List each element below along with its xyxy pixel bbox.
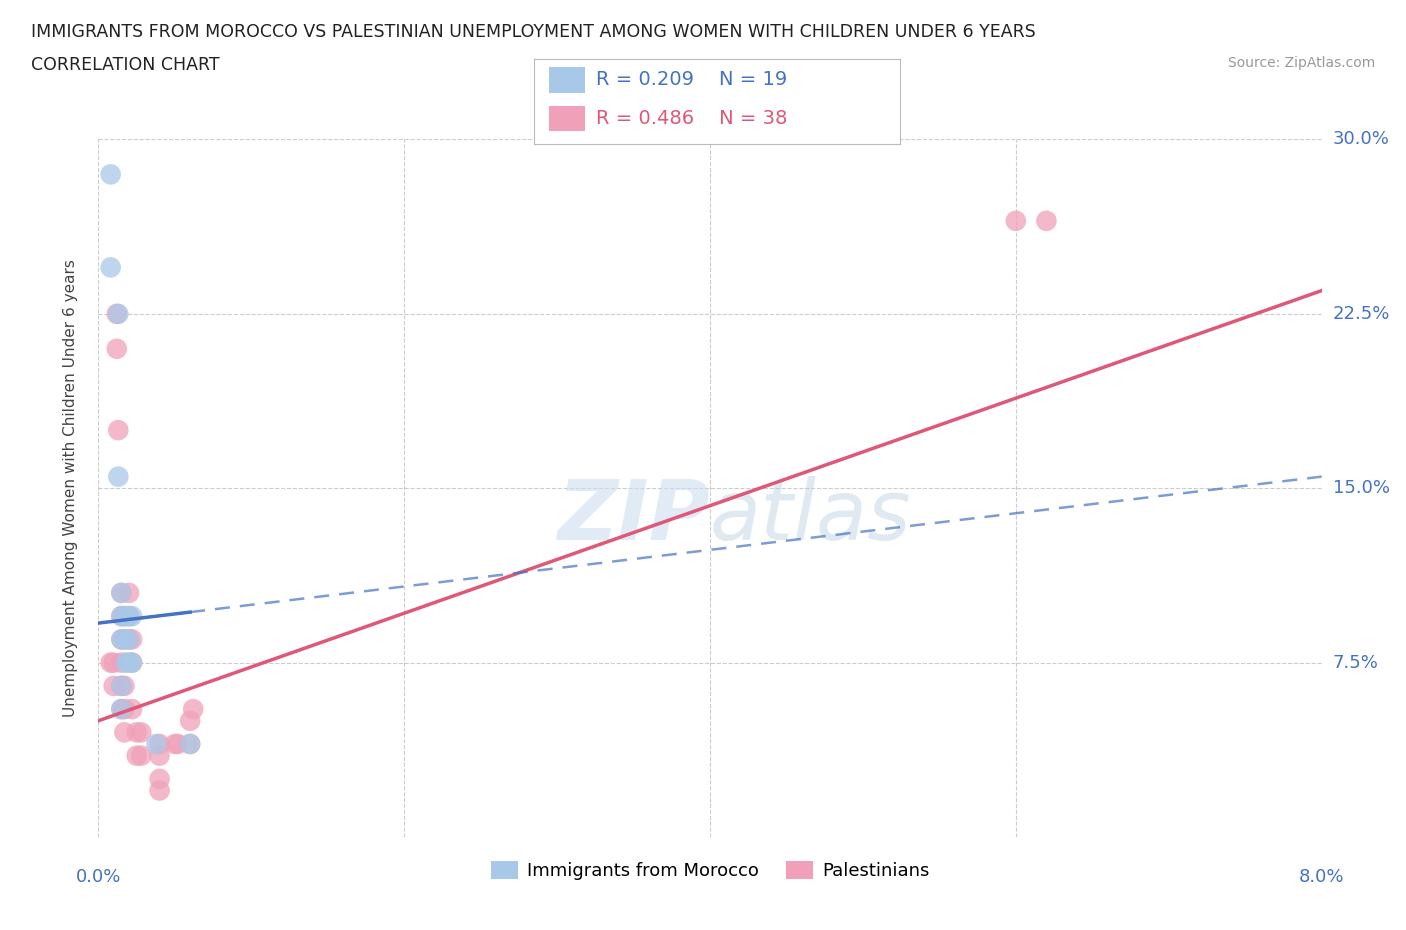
Text: R = 0.209    N = 19: R = 0.209 N = 19 [596, 71, 787, 89]
Point [179, 713, 201, 728]
Point [110, 609, 132, 624]
Point [118, 632, 141, 647]
Point [112, 609, 135, 624]
Point [163, 737, 186, 751]
Point [112, 632, 135, 647]
Point [112, 679, 135, 694]
Text: ZIP: ZIP [557, 475, 710, 557]
Point [112, 609, 135, 624]
Point [125, 725, 148, 740]
Text: Source: ZipAtlas.com: Source: ZipAtlas.com [1227, 56, 1375, 70]
Point [118, 655, 141, 670]
Point [103, 655, 125, 670]
Point [149, 783, 172, 798]
Point [121, 655, 143, 670]
Point [145, 737, 167, 751]
Point [149, 772, 172, 787]
Point [100, 167, 122, 182]
Y-axis label: Unemployment Among Women with Children Under 6 years: Unemployment Among Women with Children U… [63, 259, 77, 717]
Point [118, 609, 141, 624]
Point [179, 737, 201, 751]
Text: 30.0%: 30.0% [1333, 130, 1389, 149]
Point [110, 586, 132, 601]
Point [167, 737, 190, 751]
Point [105, 307, 128, 322]
Point [125, 748, 148, 763]
Point [110, 701, 132, 716]
Point [110, 632, 132, 647]
Point [107, 422, 129, 438]
Text: 22.5%: 22.5% [1333, 305, 1391, 323]
Point [112, 701, 135, 716]
FancyBboxPatch shape [548, 106, 585, 131]
Point [121, 655, 143, 670]
Point [121, 701, 143, 716]
Point [118, 632, 141, 647]
Point [110, 632, 132, 647]
Point [129, 748, 152, 763]
Point [112, 725, 135, 740]
Point [181, 701, 204, 716]
Point [110, 609, 132, 624]
Point [103, 679, 125, 694]
Text: CORRELATION CHART: CORRELATION CHART [31, 56, 219, 73]
Point [1004, 214, 1026, 229]
Point [118, 586, 141, 601]
Point [107, 307, 129, 322]
Text: 15.0%: 15.0% [1333, 479, 1389, 498]
Text: IMMIGRANTS FROM MOROCCO VS PALESTINIAN UNEMPLOYMENT AMONG WOMEN WITH CHILDREN UN: IMMIGRANTS FROM MOROCCO VS PALESTINIAN U… [31, 23, 1036, 41]
Point [105, 341, 128, 356]
Text: atlas: atlas [710, 475, 911, 557]
Point [149, 748, 172, 763]
Point [118, 609, 141, 624]
Point [110, 679, 132, 694]
Legend: Immigrants from Morocco, Palestinians: Immigrants from Morocco, Palestinians [484, 854, 936, 887]
Point [110, 655, 132, 670]
Point [100, 259, 122, 275]
Point [121, 609, 143, 624]
Point [1035, 214, 1057, 229]
Point [100, 655, 122, 670]
Point [110, 701, 132, 716]
Point [149, 737, 172, 751]
Point [179, 737, 201, 751]
Text: R = 0.486    N = 38: R = 0.486 N = 38 [596, 109, 787, 128]
Point [110, 679, 132, 694]
Point [121, 632, 143, 647]
Text: 0.0%: 0.0% [76, 868, 121, 885]
FancyBboxPatch shape [548, 67, 585, 93]
Text: 7.5%: 7.5% [1333, 654, 1379, 671]
Point [129, 725, 152, 740]
Point [115, 655, 138, 670]
Text: 8.0%: 8.0% [1299, 868, 1344, 885]
Point [110, 586, 132, 601]
Point [112, 632, 135, 647]
Point [107, 469, 129, 484]
